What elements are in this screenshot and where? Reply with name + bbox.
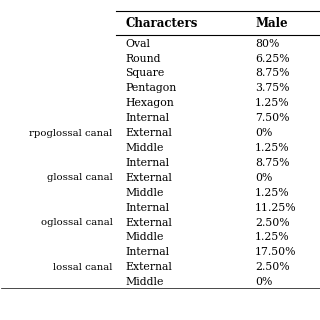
Text: External: External <box>125 218 172 228</box>
Text: Characters: Characters <box>125 17 197 30</box>
Text: 80%: 80% <box>255 39 280 49</box>
Text: External: External <box>125 128 172 138</box>
Text: 8.75%: 8.75% <box>255 68 290 78</box>
Text: Internal: Internal <box>125 158 169 168</box>
Text: lossal canal: lossal canal <box>53 263 112 272</box>
Text: External: External <box>125 173 172 183</box>
Text: 6.25%: 6.25% <box>255 53 290 64</box>
Text: 1.25%: 1.25% <box>255 232 290 243</box>
Text: 1.25%: 1.25% <box>255 98 290 108</box>
Text: 0%: 0% <box>255 173 273 183</box>
Text: 3.75%: 3.75% <box>255 84 290 93</box>
Text: Square: Square <box>125 68 164 78</box>
Text: External: External <box>125 262 172 272</box>
Text: Middle: Middle <box>125 188 164 198</box>
Text: 1.25%: 1.25% <box>255 143 290 153</box>
Text: rpoglossal canal: rpoglossal canal <box>29 129 112 138</box>
Text: 0%: 0% <box>255 128 273 138</box>
Text: 8.75%: 8.75% <box>255 158 290 168</box>
Text: 7.50%: 7.50% <box>255 113 290 123</box>
Text: 0%: 0% <box>255 277 273 287</box>
Text: Male: Male <box>255 17 288 30</box>
Text: Middle: Middle <box>125 277 164 287</box>
Text: 1.25%: 1.25% <box>255 188 290 198</box>
Text: Hexagon: Hexagon <box>125 98 174 108</box>
Text: Middle: Middle <box>125 232 164 243</box>
Text: oglossal canal: oglossal canal <box>41 218 112 227</box>
Text: Internal: Internal <box>125 247 169 257</box>
Text: 17.50%: 17.50% <box>255 247 297 257</box>
Text: Internal: Internal <box>125 113 169 123</box>
Text: 11.25%: 11.25% <box>255 203 297 213</box>
Text: Internal: Internal <box>125 203 169 213</box>
Text: Oval: Oval <box>125 39 150 49</box>
Text: Middle: Middle <box>125 143 164 153</box>
Text: 2.50%: 2.50% <box>255 218 290 228</box>
Text: Round: Round <box>125 53 161 64</box>
Text: Pentagon: Pentagon <box>125 84 176 93</box>
Text: glossal canal: glossal canal <box>47 173 112 182</box>
Text: 2.50%: 2.50% <box>255 262 290 272</box>
